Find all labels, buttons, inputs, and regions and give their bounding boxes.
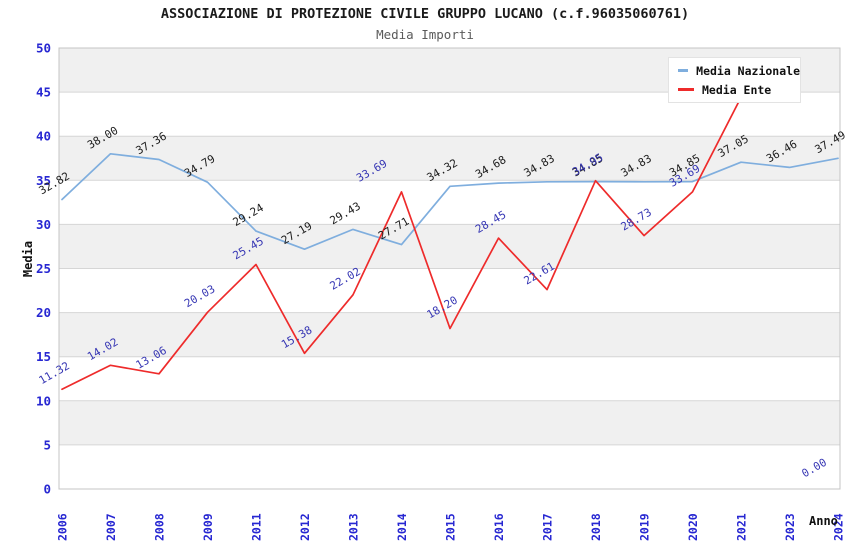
x-tick-label: 2017 <box>541 513 555 541</box>
plot-band <box>59 268 840 313</box>
x-tick-label: 2011 <box>250 513 264 541</box>
x-tick-label: 2006 <box>56 513 70 541</box>
x-tick-label: 2008 <box>153 513 167 541</box>
plot-band <box>59 312 840 357</box>
y-axis-title: Media <box>21 240 35 278</box>
legend-item-media-nazionale: Media Nazionale <box>678 64 800 78</box>
plot-band <box>59 224 840 269</box>
y-tick-label: 35 <box>36 173 51 188</box>
y-tick-label: 0 <box>43 482 51 497</box>
x-tick-label: 2018 <box>589 513 603 541</box>
y-tick-label: 10 <box>36 393 51 408</box>
x-tick-label: 2009 <box>201 513 215 541</box>
series-line-media-nazionale <box>61 152 839 251</box>
x-tick-label: 2020 <box>686 513 700 541</box>
x-tick-label: 2016 <box>492 513 506 541</box>
chart-title: ASSOCIAZIONE DI PROTEZIONE CIVILE GRUPPO… <box>160 6 690 22</box>
legend-line-swatch-nazionale <box>678 69 689 72</box>
legend: Media Nazionale Media Ente <box>668 57 801 103</box>
y-tick-label: 5 <box>43 437 51 452</box>
legend-label-ente: Media Ente <box>702 82 772 97</box>
legend-item-media-ente: Media Ente <box>678 83 800 97</box>
x-tick-label: 2023 <box>783 513 797 541</box>
y-tick-label: 30 <box>36 217 51 232</box>
plot-band <box>59 400 840 445</box>
x-tick-label: 2024 <box>832 513 846 541</box>
legend-line-swatch-ente <box>678 88 694 91</box>
x-tick-label: 2014 <box>395 513 409 541</box>
y-tick-label: 15 <box>36 349 51 364</box>
x-tick-label: 2021 <box>735 513 749 541</box>
y-tick-label: 50 <box>36 41 51 56</box>
y-tick-label: 25 <box>36 261 51 276</box>
x-tick-label: 2013 <box>347 513 361 541</box>
y-tick-label: 20 <box>36 305 51 320</box>
y-tick-label: 40 <box>36 129 51 144</box>
legend-label-nazionale: Media Nazionale <box>696 63 800 78</box>
y-tick-label: 45 <box>36 85 51 100</box>
x-tick-label: 2019 <box>638 513 652 541</box>
plot-band <box>59 356 840 401</box>
chart-subtitle: Media Importi <box>376 27 474 42</box>
plot-frame <box>58 47 841 490</box>
x-tick-label: 2015 <box>444 513 458 541</box>
x-tick-label: 2007 <box>104 513 118 541</box>
x-axis-title: Anno <box>809 514 838 528</box>
x-tick-label: 2012 <box>298 513 312 541</box>
plot-band <box>59 444 840 489</box>
